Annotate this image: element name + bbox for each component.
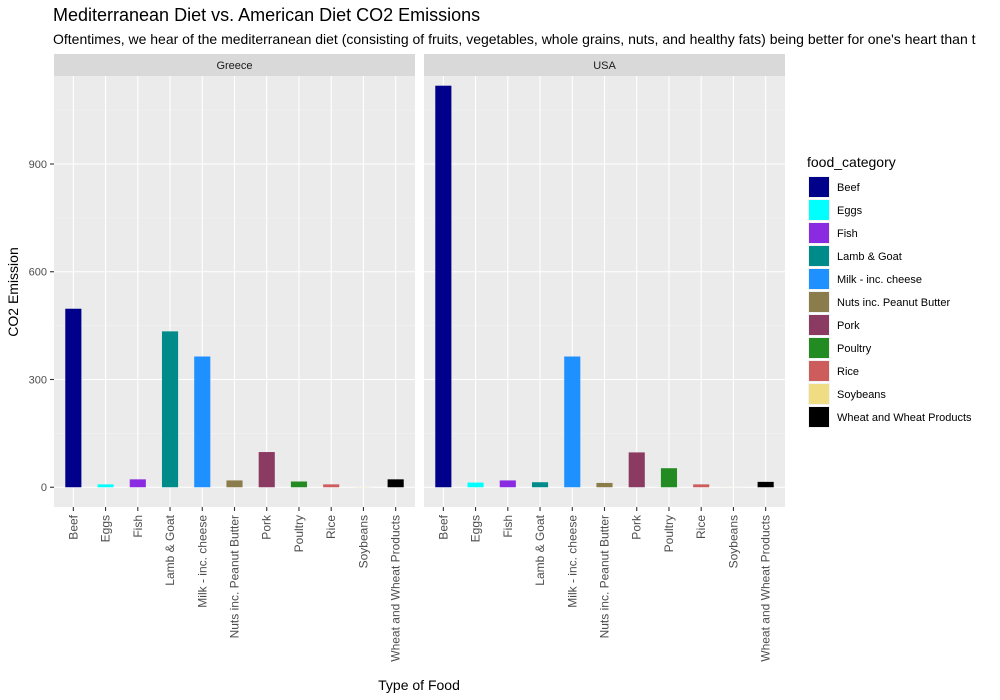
legend-item-wheat-and-wheat-products: Wheat and Wheat Products [808, 406, 972, 428]
y-axis: 0 300 600 900 [29, 159, 54, 494]
bar-greece-pork [258, 452, 275, 488]
facet-panels: Greece Beef Eggs Fish Lamb & Goat Milk - inc.… [54, 54, 785, 662]
legend-item-rice: Rice [808, 360, 859, 382]
legend-item-pork: Pork [808, 314, 860, 336]
bar-usa-milk-inc-cheese [564, 356, 581, 488]
y-tick-label: 300 [29, 374, 47, 386]
legend-swatch [809, 200, 829, 220]
bar-usa-pork [628, 452, 645, 488]
bar-greece-milk-inc-cheese [194, 356, 211, 488]
strip-label-greece: Greece [216, 60, 252, 72]
legend-item-eggs: Eggs [808, 199, 863, 221]
legend-swatch [809, 177, 829, 197]
legend-label: Lamb & Goat [837, 251, 902, 263]
legend-label: Soybeans [837, 389, 886, 401]
bar-usa-beef [435, 85, 452, 488]
legend-swatch [809, 269, 829, 289]
y-tick-label: 0 [41, 482, 47, 494]
legend-label: Fish [837, 228, 858, 240]
legend-swatch [809, 407, 829, 427]
bar-greece-wheat-and-wheat-products [387, 479, 404, 488]
legend-label: Pork [837, 320, 860, 332]
legend-title: food_category [807, 154, 896, 170]
legend-label: Rice [837, 366, 859, 378]
legend-label: Milk - inc. cheese [837, 274, 922, 286]
legend-item-soybeans: Soybeans [808, 383, 886, 405]
x-tick-label-nuts-inc-peanut-butter: Nuts inc. Peanut Butter [598, 515, 612, 638]
legend-label: Eggs [837, 205, 863, 217]
legend-item-lamb-goat: Lamb & Goat [808, 245, 902, 267]
legend-swatch [809, 361, 829, 381]
x-tick-label-rice: Rice [324, 515, 338, 539]
x-tick-label-wheat-and-wheat-products: Wheat and Wheat Products [389, 515, 403, 662]
bar-usa-rice [693, 484, 710, 488]
bar-greece-beef [65, 308, 82, 488]
x-tick-label-beef: Beef [66, 514, 80, 539]
legend-label: Wheat and Wheat Products [837, 412, 972, 424]
x-tick-label-rice: Rice [694, 515, 708, 539]
strip-background [54, 54, 415, 76]
bar-usa-wheat-and-wheat-products [757, 481, 774, 488]
y-tick-label: 600 [29, 267, 47, 279]
bar-greece-poultry [290, 481, 308, 488]
bar-greece-nuts-inc-peanut-butter [226, 480, 243, 488]
x-tick-label-nuts-inc-peanut-butter: Nuts inc. Peanut Butter [228, 515, 242, 638]
x-tick-label-poultry: Poultry [292, 515, 306, 552]
bar-greece-eggs [97, 484, 114, 488]
x-tick-label-lamb-goat: Lamb & Goat [163, 514, 177, 585]
x-tick-label-wheat-and-wheat-products: Wheat and Wheat Products [759, 515, 773, 662]
x-tick-label-poultry: Poultry [662, 515, 676, 552]
legend-label: Beef [837, 182, 861, 194]
chart-subtitle: Oftentimes, we hear of the mediterranean… [53, 31, 976, 47]
strip-background [424, 54, 785, 76]
bar-greece-fish [129, 479, 146, 488]
legend-item-beef: Beef [808, 176, 861, 198]
y-tick-label: 900 [29, 159, 47, 171]
x-axis-title: Type of Food [378, 677, 460, 693]
x-tick-label-pork: Pork [630, 514, 644, 540]
legend-label: Poultry [837, 343, 872, 355]
bar-usa-nuts-inc-peanut-butter [596, 482, 613, 488]
legend-swatch [809, 384, 829, 404]
legend-label: Nuts inc. Peanut Butter [837, 297, 950, 309]
x-tick-label-beef: Beef [436, 514, 450, 539]
x-tick-label-soybeans: Soybeans [726, 515, 740, 568]
chart-title: Mediterranean Diet vs. American Diet CO2… [53, 5, 480, 25]
legend-swatch [809, 246, 829, 266]
legend-item-nuts-inc-peanut-butter: Nuts inc. Peanut Butter [808, 291, 950, 313]
x-tick-label-soybeans: Soybeans [356, 515, 370, 568]
legend-item-fish: Fish [808, 222, 858, 244]
y-axis-title: CO2 Emission [5, 247, 21, 336]
panel-usa: USA Beef Eggs Fish Lamb & Goat Milk - inc. ch… [424, 54, 785, 662]
x-tick-label-pork: Pork [260, 514, 274, 540]
legend-item-milk-inc-cheese: Milk - inc. cheese [808, 268, 922, 290]
x-tick-label-fish: Fish [501, 515, 515, 538]
legend-swatch [809, 223, 829, 243]
x-tick-label-eggs: Eggs [99, 515, 113, 542]
panel-greece: Greece Beef Eggs Fish Lamb & Goat Milk - inc.… [54, 54, 415, 662]
x-tick-label-milk-inc-cheese: Milk - inc. cheese [195, 515, 209, 608]
legend-swatch [809, 338, 829, 358]
x-tick-label-lamb-goat: Lamb & Goat [533, 514, 547, 585]
legend: food_category Beef Eggs Fish Lamb & Goat Mil… [807, 154, 972, 428]
bar-usa-fish [499, 480, 516, 488]
legend-swatch [809, 315, 829, 335]
x-tick-label-milk-inc-cheese: Milk - inc. cheese [565, 515, 579, 608]
bar-usa-lamb-goat [531, 482, 549, 488]
bar-usa-poultry [660, 468, 678, 488]
x-tick-label-eggs: Eggs [469, 515, 483, 542]
bar-usa-eggs [467, 482, 484, 488]
x-tick-label-fish: Fish [131, 515, 145, 538]
bar-greece-rice [323, 484, 340, 488]
legend-item-poultry: Poultry [808, 337, 872, 359]
strip-label-usa: USA [593, 60, 616, 72]
legend-swatch [809, 292, 829, 312]
bar-greece-lamb-goat [161, 331, 179, 488]
